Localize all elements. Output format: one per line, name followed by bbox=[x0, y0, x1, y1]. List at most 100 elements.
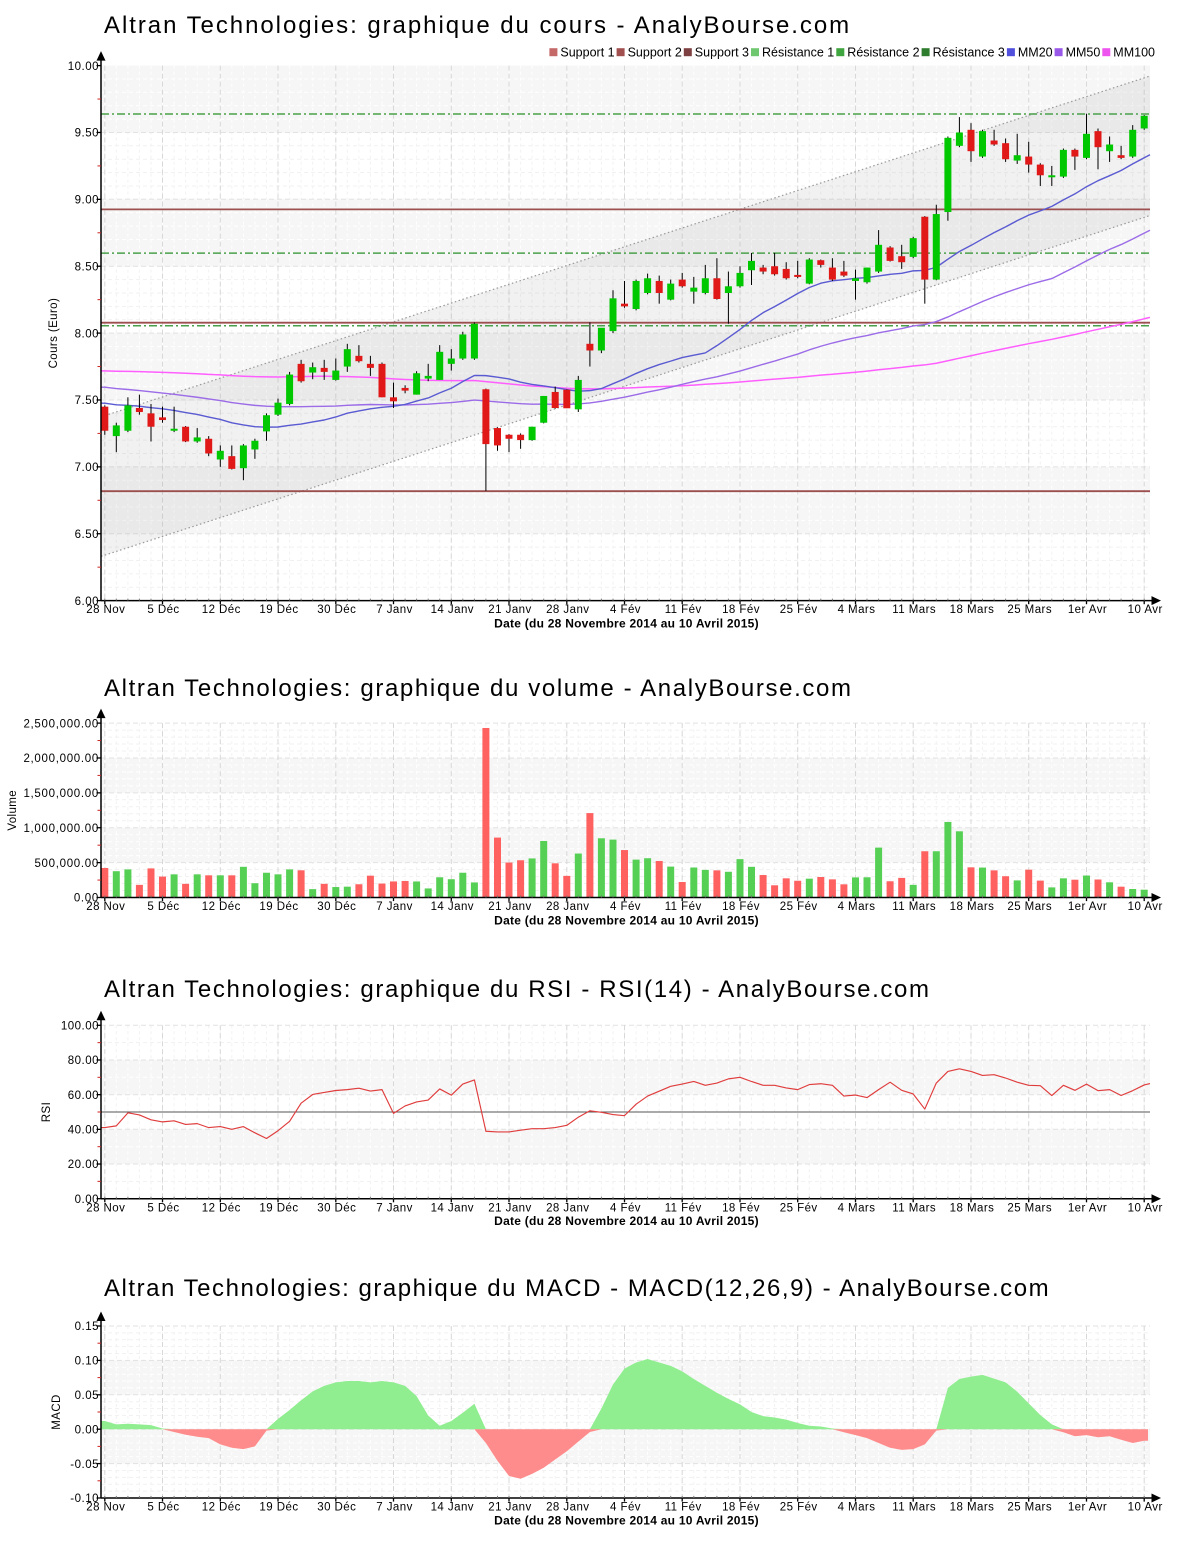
svg-text:10 Avr: 10 Avr bbox=[1128, 901, 1163, 913]
svg-text:1,000,000.00: 1,000,000.00 bbox=[23, 823, 99, 835]
svg-text:25 Mars: 25 Mars bbox=[1007, 1502, 1052, 1514]
svg-text:-0.10: -0.10 bbox=[70, 1493, 99, 1505]
svg-text:30 Déc: 30 Déc bbox=[317, 1502, 356, 1514]
svg-text:6.00: 6.00 bbox=[75, 596, 99, 608]
svg-text:14 Janv: 14 Janv bbox=[431, 1502, 474, 1514]
svg-text:100.00: 100.00 bbox=[61, 1021, 99, 1033]
svg-text:11 Mars: 11 Mars bbox=[892, 1202, 936, 1214]
svg-text:Résistance 2: Résistance 2 bbox=[847, 45, 919, 59]
svg-text:21 Janv: 21 Janv bbox=[488, 1502, 531, 1514]
svg-text:MM50: MM50 bbox=[1066, 45, 1101, 59]
svg-text:10 Avr: 10 Avr bbox=[1128, 1202, 1163, 1214]
svg-text:9.50: 9.50 bbox=[75, 128, 99, 140]
svg-text:30 Déc: 30 Déc bbox=[317, 1202, 356, 1214]
svg-text:4 Fév: 4 Fév bbox=[610, 1502, 641, 1514]
svg-text:7.00: 7.00 bbox=[75, 462, 99, 474]
svg-text:14 Janv: 14 Janv bbox=[431, 1202, 474, 1214]
svg-text:Résistance 1: Résistance 1 bbox=[762, 45, 834, 59]
svg-text:1er Avr: 1er Avr bbox=[1068, 901, 1107, 913]
svg-text:28 Janv: 28 Janv bbox=[546, 604, 589, 616]
svg-text:25 Fév: 25 Fév bbox=[780, 1202, 818, 1214]
svg-text:11 Fév: 11 Fév bbox=[665, 1202, 702, 1214]
svg-text:25 Fév: 25 Fév bbox=[780, 604, 818, 616]
svg-text:1,500,000.00: 1,500,000.00 bbox=[23, 788, 99, 800]
svg-text:12 Déc: 12 Déc bbox=[202, 901, 241, 913]
svg-text:2,000,000.00: 2,000,000.00 bbox=[23, 753, 99, 765]
svg-text:28 Nov: 28 Nov bbox=[86, 1202, 125, 1214]
svg-text:0.10: 0.10 bbox=[75, 1356, 99, 1368]
svg-text:0.00: 0.00 bbox=[75, 1424, 99, 1436]
svg-text:30 Déc: 30 Déc bbox=[317, 901, 356, 913]
svg-text:4 Fév: 4 Fév bbox=[610, 1202, 641, 1214]
svg-text:25 Mars: 25 Mars bbox=[1007, 1202, 1052, 1214]
svg-text:MACD: MACD bbox=[51, 1394, 63, 1429]
svg-text:28 Nov: 28 Nov bbox=[86, 1502, 125, 1514]
svg-text:12 Déc: 12 Déc bbox=[202, 1502, 241, 1514]
svg-text:7 Janv: 7 Janv bbox=[376, 901, 413, 913]
svg-text:6.50: 6.50 bbox=[75, 529, 99, 541]
svg-text:28 Nov: 28 Nov bbox=[86, 604, 125, 616]
svg-text:4 Mars: 4 Mars bbox=[838, 1502, 876, 1514]
svg-text:2,500,000.00: 2,500,000.00 bbox=[23, 718, 99, 730]
svg-text:18 Fév: 18 Fév bbox=[722, 1502, 760, 1514]
svg-text:19 Déc: 19 Déc bbox=[259, 604, 298, 616]
svg-text:25 Mars: 25 Mars bbox=[1007, 901, 1052, 913]
svg-text:0.05: 0.05 bbox=[75, 1390, 99, 1402]
svg-text:Cours (Euro): Cours (Euro) bbox=[48, 298, 60, 369]
svg-text:21 Janv: 21 Janv bbox=[488, 901, 531, 913]
svg-text:28 Janv: 28 Janv bbox=[546, 1502, 589, 1514]
svg-text:12 Déc: 12 Déc bbox=[202, 1202, 241, 1214]
svg-text:7 Janv: 7 Janv bbox=[376, 1502, 413, 1514]
svg-text:11 Fév: 11 Fév bbox=[665, 901, 702, 913]
svg-text:21 Janv: 21 Janv bbox=[488, 604, 531, 616]
svg-text:Altran Technologies: graphique: Altran Technologies: graphique du volume… bbox=[104, 675, 853, 702]
svg-text:1er Avr: 1er Avr bbox=[1068, 1202, 1107, 1214]
svg-text:Support 3: Support 3 bbox=[695, 45, 749, 59]
svg-text:28 Janv: 28 Janv bbox=[546, 1202, 589, 1214]
svg-text:Altran Technologies: graphique: Altran Technologies: graphique du MACD -… bbox=[104, 1275, 1050, 1302]
svg-text:10.00: 10.00 bbox=[68, 61, 99, 73]
svg-text:MM100: MM100 bbox=[1113, 45, 1155, 59]
svg-text:Volume: Volume bbox=[7, 790, 19, 831]
svg-text:4 Mars: 4 Mars bbox=[838, 901, 876, 913]
svg-text:19 Déc: 19 Déc bbox=[259, 1202, 298, 1214]
svg-text:25 Fév: 25 Fév bbox=[780, 901, 818, 913]
svg-text:18 Fév: 18 Fév bbox=[722, 1202, 760, 1214]
svg-text:7 Janv: 7 Janv bbox=[376, 604, 413, 616]
svg-text:40.00: 40.00 bbox=[68, 1125, 99, 1137]
svg-text:7 Janv: 7 Janv bbox=[376, 1202, 413, 1214]
svg-text:18 Mars: 18 Mars bbox=[950, 604, 995, 616]
svg-text:11 Mars: 11 Mars bbox=[892, 604, 936, 616]
svg-text:11 Mars: 11 Mars bbox=[892, 1502, 936, 1514]
svg-text:20.00: 20.00 bbox=[68, 1159, 99, 1171]
svg-text:18 Fév: 18 Fév bbox=[722, 901, 760, 913]
svg-text:8.00: 8.00 bbox=[75, 328, 99, 340]
svg-text:Altran Technologies: graphique: Altran Technologies: graphique du RSI - … bbox=[104, 976, 931, 1003]
svg-text:4 Mars: 4 Mars bbox=[838, 1202, 876, 1214]
svg-text:60.00: 60.00 bbox=[68, 1090, 99, 1102]
svg-text:11 Mars: 11 Mars bbox=[892, 901, 936, 913]
svg-text:5 Déc: 5 Déc bbox=[147, 1502, 179, 1514]
svg-text:14 Janv: 14 Janv bbox=[431, 901, 474, 913]
svg-text:5 Déc: 5 Déc bbox=[147, 901, 179, 913]
svg-text:28 Janv: 28 Janv bbox=[546, 901, 589, 913]
svg-text:80.00: 80.00 bbox=[68, 1055, 99, 1067]
svg-text:19 Déc: 19 Déc bbox=[259, 901, 298, 913]
svg-text:4 Fév: 4 Fév bbox=[610, 604, 641, 616]
svg-text:1er Avr: 1er Avr bbox=[1068, 1502, 1107, 1514]
svg-text:500,000.00: 500,000.00 bbox=[34, 858, 99, 870]
svg-text:25 Fév: 25 Fév bbox=[780, 1502, 818, 1514]
svg-text:28 Nov: 28 Nov bbox=[86, 901, 125, 913]
svg-text:11 Fév: 11 Fév bbox=[665, 604, 702, 616]
svg-text:21 Janv: 21 Janv bbox=[488, 1202, 531, 1214]
svg-text:0.00: 0.00 bbox=[74, 893, 99, 905]
svg-text:Support 1: Support 1 bbox=[560, 45, 614, 59]
svg-text:1er Avr: 1er Avr bbox=[1068, 604, 1107, 616]
svg-text:7.50: 7.50 bbox=[75, 395, 99, 407]
svg-text:10 Avr: 10 Avr bbox=[1128, 1502, 1163, 1514]
svg-text:9.00: 9.00 bbox=[75, 195, 99, 207]
svg-text:Date (du 28 Novembre 2014 au 1: Date (du 28 Novembre 2014 au 10 Avril 20… bbox=[494, 1514, 759, 1528]
svg-text:18 Fév: 18 Fév bbox=[722, 604, 760, 616]
svg-text:Date (du 28 Novembre 2014 au 1: Date (du 28 Novembre 2014 au 10 Avril 20… bbox=[494, 617, 759, 631]
svg-text:12 Déc: 12 Déc bbox=[202, 604, 241, 616]
